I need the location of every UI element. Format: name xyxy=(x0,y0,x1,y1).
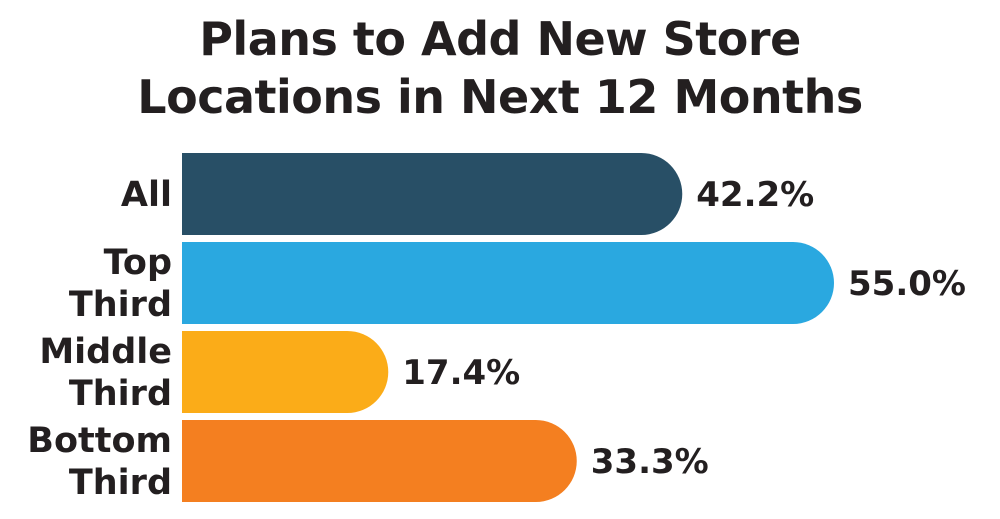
bar-1 xyxy=(182,242,834,324)
category-label-2: Middle Third xyxy=(39,332,172,414)
category-label-1-line-0: Top xyxy=(104,243,172,283)
bar-3 xyxy=(182,420,577,502)
value-label-1: 55.0% xyxy=(848,264,966,304)
chart-title: Plans to Add New Store Locations in Next… xyxy=(0,10,1000,126)
category-label-1: Top Third xyxy=(69,243,172,325)
category-label-2-line-0: Middle xyxy=(39,332,172,372)
chart-title-line-1: Plans to Add New Store xyxy=(199,12,801,66)
category-label-1-line-1: Third xyxy=(69,285,172,325)
value-label-0: 42.2% xyxy=(696,175,814,215)
category-label-2-line-1: Third xyxy=(69,374,172,414)
category-label-3-line-0: Bottom xyxy=(27,421,172,461)
category-label-0: All xyxy=(121,175,172,215)
category-label-3: Bottom Third xyxy=(27,421,172,503)
bar-0 xyxy=(182,153,683,235)
bar-2 xyxy=(182,331,389,413)
chart-title-line-2: Locations in Next 12 Months xyxy=(137,70,863,124)
value-label-3: 33.3% xyxy=(591,442,709,482)
category-label-3-line-1: Third xyxy=(69,463,172,503)
value-label-2: 17.4% xyxy=(402,353,520,393)
category-label-0-line-0: All xyxy=(121,175,172,215)
